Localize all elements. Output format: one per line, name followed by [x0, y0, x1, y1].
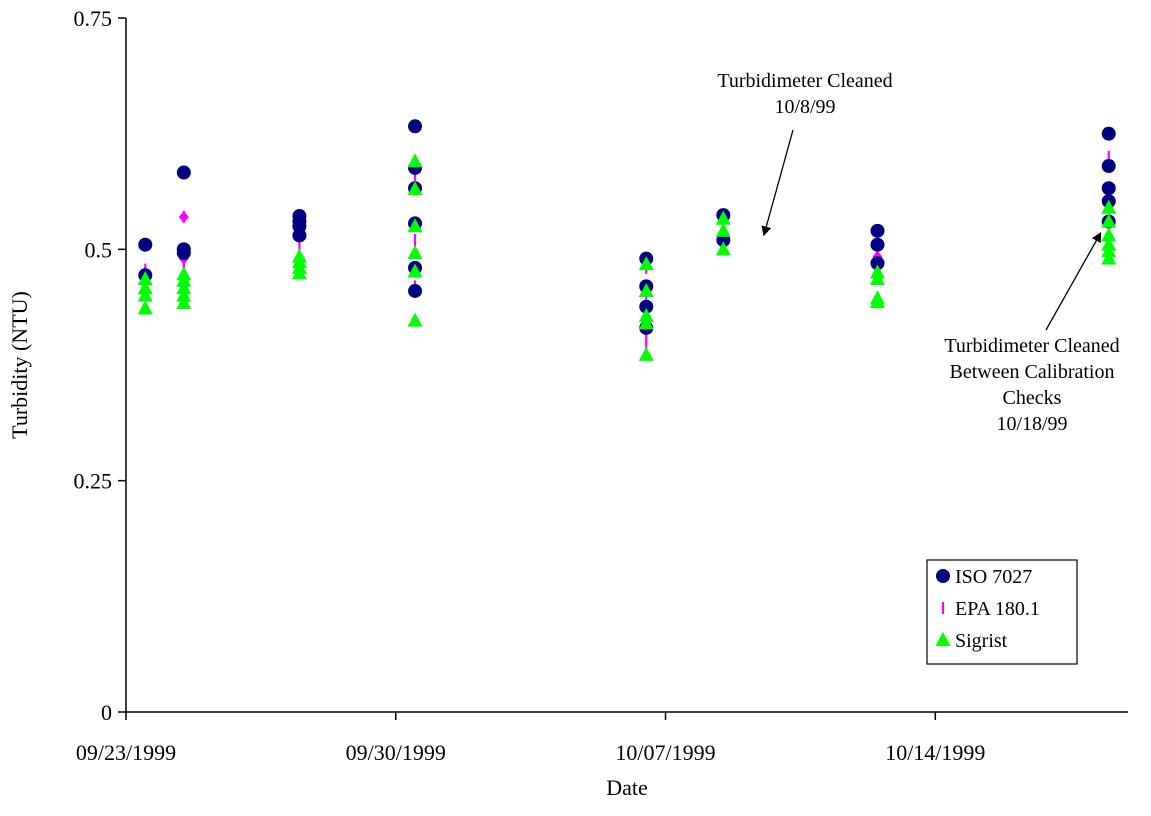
- legend-item-sigrist: Sigrist: [935, 630, 1008, 652]
- x-axis-label: Date: [606, 775, 648, 800]
- x-tick-label: 09/23/1999: [76, 740, 176, 765]
- data-point: [715, 241, 731, 256]
- x-tick-label: 10/07/1999: [615, 740, 715, 765]
- data-point: [1101, 126, 1116, 141]
- data-point: [176, 272, 192, 287]
- annotation-text: Between Calibration: [950, 361, 1115, 383]
- data-point: [407, 245, 423, 260]
- y-ticks: 0 0.25 0.5 0.75: [74, 6, 126, 725]
- data-point: [638, 282, 654, 297]
- data-point: [138, 237, 153, 252]
- x-tick-label: 10/14/1999: [885, 740, 985, 765]
- legend-label: Sigrist: [955, 630, 1008, 652]
- y-tick-label: 0.25: [74, 469, 113, 494]
- legend-box: [926, 559, 1078, 665]
- legend-swatch: [935, 632, 951, 646]
- annotation-arrow: [1045, 231, 1102, 331]
- legend: ISO 7027 EPA 180.1 Sigrist: [926, 559, 1078, 665]
- y-tick-label: 0: [101, 700, 112, 725]
- data-point: [639, 299, 654, 314]
- annotation-arrow: [761, 129, 794, 237]
- y-axis-label: Turbidity (NTU): [7, 291, 32, 439]
- series-sigrist: [137, 153, 1117, 361]
- legend-item-epa-180-1: EPA 180.1: [941, 598, 1040, 620]
- data-point: [1101, 213, 1117, 228]
- data-point: [638, 256, 654, 271]
- data-point: [1101, 243, 1117, 258]
- data-point: [715, 222, 731, 237]
- y-tick-label: 0.5: [85, 237, 113, 262]
- data-point: [137, 280, 153, 295]
- annotation-text: 10/18/99: [996, 413, 1067, 435]
- annotation-text: Checks: [1003, 387, 1062, 409]
- data-point: [1101, 199, 1117, 214]
- data-point: [137, 300, 153, 315]
- axes: [125, 18, 1128, 713]
- data-point: [870, 223, 885, 238]
- legend-item-iso-7027: ISO 7027: [936, 566, 1032, 588]
- data-point: [638, 346, 654, 361]
- legend-label: EPA 180.1: [955, 598, 1040, 620]
- y-tick-label: 0.75: [74, 6, 113, 31]
- data-point: [137, 270, 153, 285]
- data-point: [178, 210, 189, 223]
- data-point: [638, 307, 654, 322]
- annotation-cleaned-10-18: Turbidimeter Cleaned Between Calibration C…: [944, 231, 1120, 435]
- data-point: [638, 315, 654, 330]
- data-point: [176, 165, 191, 180]
- data-point: [292, 228, 307, 243]
- series-iso-7027: [138, 119, 1116, 335]
- data-point: [870, 237, 885, 252]
- data-point: [870, 294, 885, 309]
- data-point: [137, 287, 153, 302]
- data-point: [407, 312, 423, 327]
- data-point: [715, 210, 731, 225]
- data-point: [408, 283, 423, 298]
- data-point: [407, 263, 423, 278]
- data-point: [1101, 159, 1116, 174]
- data-point: [870, 270, 885, 285]
- data-point: [1101, 181, 1116, 196]
- data-point: [176, 246, 191, 261]
- annotation-cleaned-10-8: Turbidimeter Cleaned 10/8/99: [717, 70, 893, 237]
- annotations: Turbidimeter Cleaned10/8/99Turbidimeter …: [717, 70, 1119, 435]
- data-point: [291, 265, 307, 280]
- data-point: [407, 218, 423, 233]
- data-point: [407, 153, 423, 168]
- annotation-text: 10/8/99: [774, 96, 835, 118]
- data-point: [176, 280, 192, 295]
- data-point: [408, 119, 423, 134]
- data-point: [176, 295, 192, 310]
- legend-swatch: [936, 569, 950, 583]
- data-point: [1101, 227, 1117, 242]
- data-point: [870, 256, 885, 271]
- series-epa-180-1: [144, 150, 1110, 353]
- x-ticks: 09/23/1999 09/30/1999 10/07/1999 10/14/1999: [76, 712, 985, 765]
- legend-label: ISO 7027: [955, 566, 1032, 588]
- data-point: [176, 287, 192, 302]
- x-tick-label: 09/30/1999: [346, 740, 446, 765]
- data-point: [1101, 250, 1117, 265]
- annotation-text: Turbidimeter Cleaned: [944, 335, 1119, 357]
- series-layer: [137, 119, 1117, 361]
- annotation-text: Turbidimeter Cleaned: [717, 70, 892, 92]
- data-point: [407, 181, 423, 196]
